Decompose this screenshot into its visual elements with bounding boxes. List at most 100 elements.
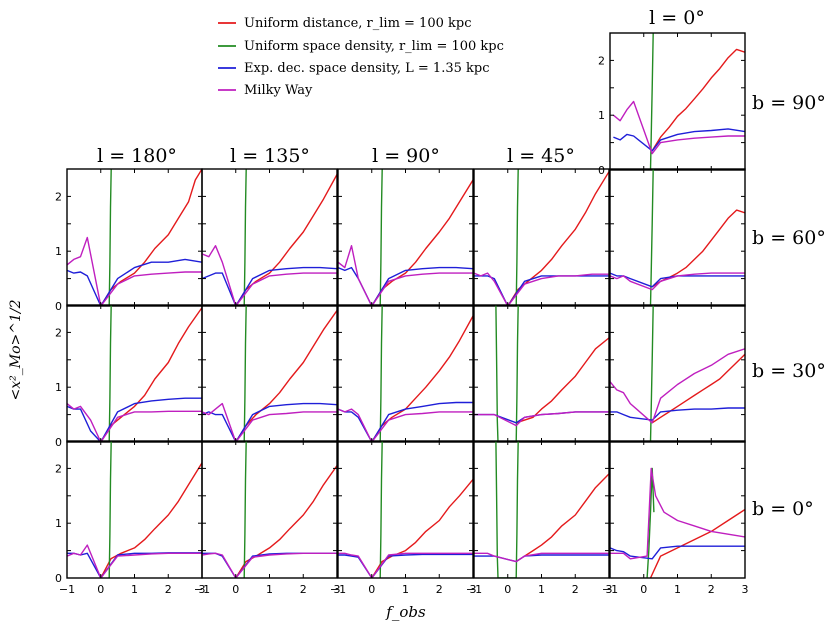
panel-series-l0-b0 xyxy=(610,467,745,578)
series-uniform-distance-l135-b30 xyxy=(235,310,337,442)
series-exp-dec-l135-b60 xyxy=(202,266,337,306)
x-tick-label-l135-b0: 3 xyxy=(334,583,341,596)
x-tick-label-l90-b0: −1 xyxy=(330,583,346,596)
x-tick-label-l135-b0: 1 xyxy=(266,583,273,596)
panel-l180-b60: 0 1 2 xyxy=(55,168,203,313)
series-uniform-distance-l90-b60 xyxy=(371,179,473,306)
panel-series-l135-b30 xyxy=(202,305,337,442)
x-tick-label-l135-b0: −1 xyxy=(194,583,210,596)
panel-l90-b30 xyxy=(337,304,474,443)
panel-series-l45-b30 xyxy=(474,305,609,442)
x-tick-label-l90-b0: 3 xyxy=(470,583,477,596)
series-uniform-distance-l135-b0 xyxy=(235,465,337,578)
panel-frame-l45-b0 xyxy=(473,440,610,579)
series-milky-way-l0-b0 xyxy=(610,467,745,560)
x-tick-label-l135-b0: 2 xyxy=(300,583,307,596)
series-uniform-space-density-l0-b0 xyxy=(646,467,655,578)
series-uniform-space-density-l45-b0 xyxy=(495,441,519,578)
panel-l0-b90: 0 1 2 xyxy=(598,32,746,177)
row-label-b90: b = 90° xyxy=(752,92,826,114)
panel-frame-l90-b30 xyxy=(337,304,474,443)
panel-series-l0-b30 xyxy=(610,305,745,442)
series-exp-dec-l0-b30 xyxy=(610,407,745,421)
series-milky-way-l180-b30 xyxy=(67,403,202,442)
x-tick-label-l0-b0: −1 xyxy=(602,583,618,596)
column-label-l180: l = 180° xyxy=(97,145,177,167)
panel-l180-b0: 012−1 0 1 2 3 xyxy=(55,440,206,596)
series-uniform-space-density-l135-b0 xyxy=(243,441,247,578)
x-tick-label-l180-b0: 0 xyxy=(97,583,104,596)
series-milky-way-l0-b30 xyxy=(610,348,745,424)
series-uniform-space-density-l180-b0 xyxy=(108,441,112,578)
series-exp-dec-l90-b60 xyxy=(338,266,473,306)
x-tick-label-l0-b0: 0 xyxy=(640,583,647,596)
series-uniform-distance-l180-b30 xyxy=(100,307,202,442)
x-tick-label-l90-b0: 1 xyxy=(402,583,409,596)
series-uniform-space-density-l180-b30 xyxy=(108,305,112,442)
x-tick-label-l45-b0: 2 xyxy=(572,583,579,596)
y-tick-label-l0-b90: 1 xyxy=(598,109,605,122)
series-uniform-space-density-l90-b0 xyxy=(379,441,383,578)
series-uniform-distance-l45-b0 xyxy=(515,473,609,563)
y-axis-label: <x²_Mo>^1/2 xyxy=(8,299,24,400)
series-milky-way-l45-b60 xyxy=(474,272,609,306)
panel-l135-b30 xyxy=(201,304,338,443)
column-label-l135: l = 135° xyxy=(230,145,310,167)
series-milky-way-l90-b30 xyxy=(338,408,473,442)
panel-series-l45-b60 xyxy=(474,169,609,306)
row-label-b60: b = 60° xyxy=(752,227,826,249)
panel-series-l90-b30 xyxy=(338,305,473,442)
x-tick-label-l180-b0: 2 xyxy=(165,583,172,596)
panel-frame-l0-b60 xyxy=(609,168,746,307)
series-milky-way-l0-b90 xyxy=(612,100,745,155)
series-uniform-space-density-l90-b60 xyxy=(379,169,383,306)
y-tick-label-l0-b90: 0 xyxy=(598,164,605,177)
panel-series-l135-b60 xyxy=(202,169,337,306)
legend-label-milky-way: Milky Way xyxy=(244,83,313,98)
row-label-b0: b = 0° xyxy=(752,498,814,520)
panel-l135-b60 xyxy=(201,168,338,307)
panel-l90-b60 xyxy=(337,168,474,307)
panel-series-l180-b60 xyxy=(67,169,202,306)
panel-frame-l45-b60 xyxy=(473,168,610,307)
panel-frame-l135-b0 xyxy=(201,440,338,579)
panel-l180-b30: 0 1 2 xyxy=(55,304,203,449)
panel-frame-l90-b60 xyxy=(337,168,474,307)
panel-frame-l180-b30 xyxy=(66,304,203,443)
x-tick-label-l180-b0: 3 xyxy=(199,583,206,596)
series-uniform-distance-l0-b90 xyxy=(651,48,745,152)
series-uniform-space-density-l0-b60 xyxy=(649,169,654,306)
series-uniform-distance-l0-b30 xyxy=(651,353,745,424)
series-milky-way-l180-b60 xyxy=(67,236,202,306)
x-tick-label-l180-b0: 1 xyxy=(131,583,138,596)
series-exp-dec-l0-b60 xyxy=(610,272,745,288)
series-milky-way-l45-b30 xyxy=(474,411,609,427)
y-tick-label-l180-b60: 2 xyxy=(55,190,62,203)
series-uniform-space-density-l45-b30 xyxy=(495,305,519,442)
panel-series-l135-b0 xyxy=(202,441,337,578)
series-uniform-space-density-l90-b30 xyxy=(379,305,383,442)
panel-series-l45-b0 xyxy=(474,441,609,578)
series-uniform-distance-l0-b0 xyxy=(649,508,745,578)
series-uniform-space-density-l135-b60 xyxy=(243,169,247,306)
series-exp-dec-l90-b30 xyxy=(338,401,473,442)
panel-frame-l0-b90 xyxy=(609,32,746,171)
x-tick-label-l0-b0: 3 xyxy=(742,583,749,596)
series-uniform-space-density-l45-b60 xyxy=(515,169,519,306)
series-milky-way-l90-b60 xyxy=(338,244,473,306)
x-tick-label-l135-b0: 0 xyxy=(232,583,239,596)
series-milky-way-l45-b0 xyxy=(474,552,609,563)
panel-series-l180-b30 xyxy=(67,305,202,442)
row-label-b30: b = 30° xyxy=(752,360,826,382)
panel-l0-b30 xyxy=(609,304,746,443)
series-uniform-distance-l90-b0 xyxy=(371,478,473,578)
panel-l90-b0: −1 0 1 2 3 xyxy=(330,440,477,596)
series-exp-dec-l180-b60 xyxy=(67,258,202,306)
series-milky-way-l135-b60 xyxy=(202,244,337,306)
y-tick-label-l180-b30: 0 xyxy=(55,436,62,449)
series-uniform-distance-l180-b0 xyxy=(100,462,202,578)
panel-series-l90-b0 xyxy=(338,441,473,578)
series-milky-way-l0-b60 xyxy=(610,272,745,291)
